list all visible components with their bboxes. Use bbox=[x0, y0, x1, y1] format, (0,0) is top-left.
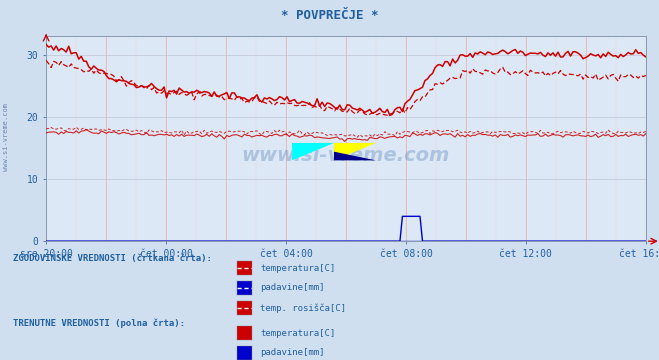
Text: www.si-vreme.com: www.si-vreme.com bbox=[242, 145, 450, 165]
Text: temperatura[C]: temperatura[C] bbox=[260, 328, 335, 338]
Text: padavine[mm]: padavine[mm] bbox=[260, 284, 325, 292]
Text: temperatura[C]: temperatura[C] bbox=[260, 264, 335, 273]
Polygon shape bbox=[334, 143, 376, 160]
Text: padavine[mm]: padavine[mm] bbox=[260, 348, 325, 357]
Polygon shape bbox=[292, 143, 334, 160]
Text: ZGODOVINSKE VREDNOSTI (črtkana črta):: ZGODOVINSKE VREDNOSTI (črtkana črta): bbox=[13, 254, 212, 263]
Text: www.si-vreme.com: www.si-vreme.com bbox=[3, 103, 9, 171]
Text: TRENUTNE VREDNOSTI (polna črta):: TRENUTNE VREDNOSTI (polna črta): bbox=[13, 319, 185, 328]
Text: * POVPREČJE *: * POVPREČJE * bbox=[281, 9, 378, 22]
Text: temp. rosišča[C]: temp. rosišča[C] bbox=[260, 303, 347, 312]
Polygon shape bbox=[334, 152, 376, 160]
